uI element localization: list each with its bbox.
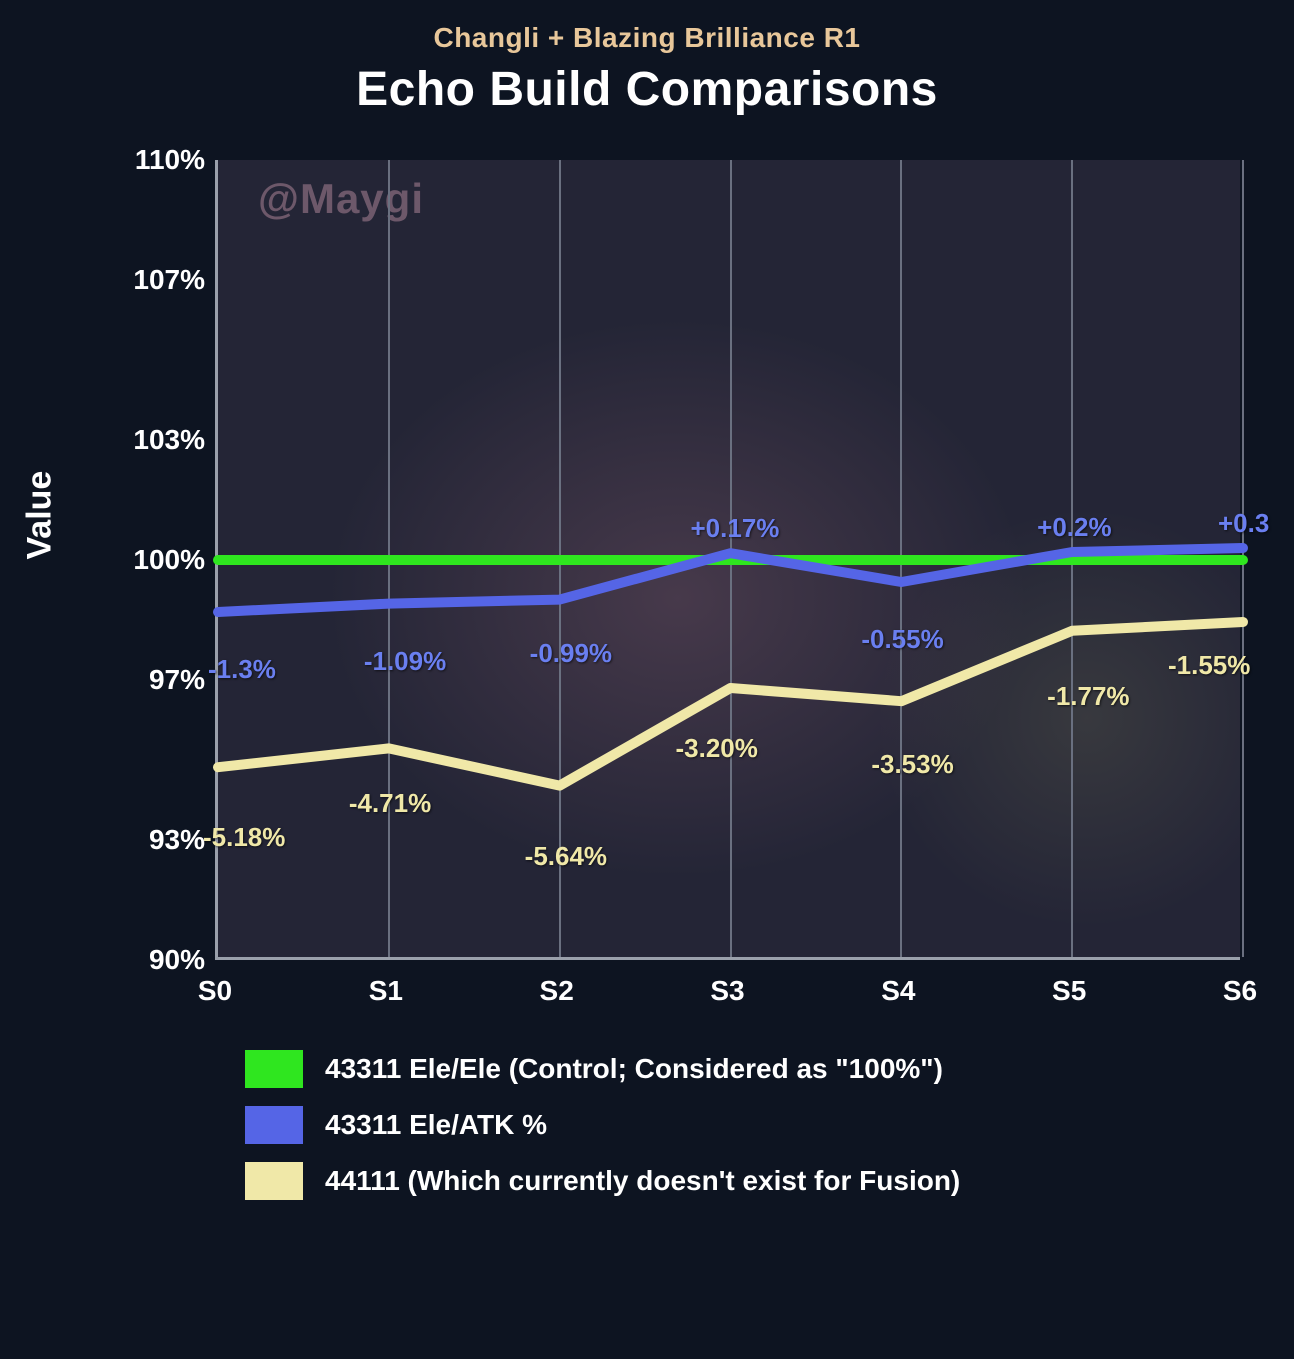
data-point-label: +0.3: [1218, 508, 1269, 539]
chart-container: Changli + Blazing Brilliance R1 Echo Bui…: [0, 0, 1294, 1359]
legend-label: 43311 Ele/ATK %: [325, 1109, 547, 1141]
data-point-label: -4.71%: [349, 788, 431, 819]
chart-lines-svg: [218, 160, 1240, 957]
chart-wrap: Value 110%107%103%100%97%93%90% S0S1S2S3…: [60, 160, 1240, 1020]
data-point-label: -0.55%: [861, 624, 943, 655]
data-point-label: -1.09%: [364, 646, 446, 677]
y-tick: 107%: [105, 264, 205, 296]
x-tick: S1: [369, 975, 403, 1007]
legend-label: 44111 (Which currently doesn't exist for…: [325, 1165, 960, 1197]
y-tick: 97%: [105, 664, 205, 696]
data-point-label: -1.55%: [1168, 650, 1250, 681]
data-point-label: +0.17%: [691, 513, 780, 544]
plot-area: @Maygi -1.3%-1.09%-0.99%+0.17%-0.55%+0.2…: [215, 160, 1240, 960]
data-point-label: -3.20%: [676, 733, 758, 764]
y-tick: 90%: [105, 944, 205, 976]
x-tick: S5: [1052, 975, 1086, 1007]
legend-swatch: [245, 1050, 303, 1088]
y-axis-label: Value: [21, 471, 60, 560]
data-point-label: -5.18%: [203, 822, 285, 853]
legend-label: 43311 Ele/Ele (Control; Considered as "1…: [325, 1053, 943, 1085]
x-tick: S3: [710, 975, 744, 1007]
data-point-label: -5.64%: [525, 841, 607, 872]
legend-item: 43311 Ele/Ele (Control; Considered as "1…: [245, 1050, 960, 1088]
legend-swatch: [245, 1162, 303, 1200]
legend-item: 44111 (Which currently doesn't exist for…: [245, 1162, 960, 1200]
data-point-label: -0.99%: [530, 638, 612, 669]
x-tick: S6: [1223, 975, 1257, 1007]
data-point-label: -3.53%: [871, 749, 953, 780]
legend-swatch: [245, 1106, 303, 1144]
y-tick: 103%: [105, 424, 205, 456]
chart-title: Echo Build Comparisons: [0, 54, 1294, 117]
data-point-label: -1.3%: [208, 654, 276, 685]
y-tick: 110%: [105, 144, 205, 176]
y-tick: 100%: [105, 544, 205, 576]
y-tick: 93%: [105, 824, 205, 856]
x-tick: S2: [540, 975, 574, 1007]
legend-item: 43311 Ele/ATK %: [245, 1106, 960, 1144]
x-tick: S0: [198, 975, 232, 1007]
legend: 43311 Ele/Ele (Control; Considered as "1…: [245, 1050, 960, 1200]
chart-subtitle: Changli + Blazing Brilliance R1: [0, 0, 1294, 54]
x-tick: S4: [881, 975, 915, 1007]
data-point-label: +0.2%: [1037, 512, 1111, 543]
data-point-label: -1.77%: [1047, 681, 1129, 712]
